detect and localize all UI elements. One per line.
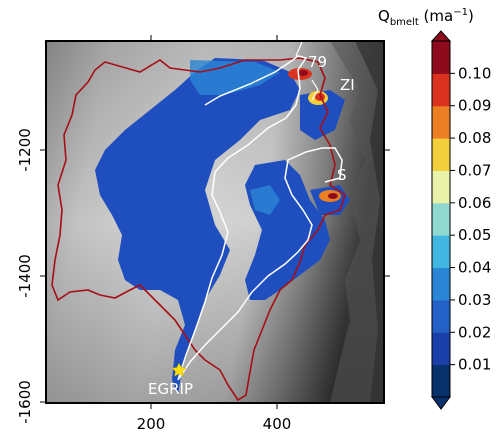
- map-ticks: [40, 35, 390, 409]
- colorbar-max-arrow: [430, 30, 452, 42]
- coastal-terrain: [330, 41, 384, 403]
- map-frame: [45, 40, 385, 404]
- hotspot-zi: [308, 91, 328, 105]
- ice-sheet-outline: [51, 57, 346, 402]
- hotspot-s: [319, 190, 341, 202]
- melt-region: [95, 58, 300, 395]
- colorbar-segment: [432, 235, 450, 269]
- colorbar: 0.01 0.02 0.03 0.04 0.05 0.06 0.07 0.08 0.09 0.10…: [378, 7, 491, 410]
- label-s: S: [337, 166, 347, 184]
- colorbar-segment: [432, 170, 450, 204]
- y-tick-label: -1600: [16, 380, 34, 424]
- colorbar-segments: [432, 41, 450, 398]
- colorbar-segment: [432, 299, 450, 333]
- y-tick-label: -1400: [16, 254, 34, 298]
- colorbar-segment: [432, 364, 450, 398]
- map-panel: 79 ZI S EGRIP: [46, 41, 384, 403]
- x-tick-label: 400: [263, 415, 292, 433]
- colorbar-segment: [432, 105, 450, 139]
- colorbar-tick-label: 0.04: [458, 259, 491, 277]
- x-tick-label: 200: [137, 415, 166, 433]
- colorbar-segment: [432, 41, 450, 74]
- label-79: 79: [308, 53, 327, 71]
- star-icon: [171, 362, 187, 377]
- y-tick-label: -1200: [16, 128, 34, 172]
- colorbar-tick-label: 0.08: [458, 129, 491, 147]
- colorbar-tick-label: 0.10: [458, 64, 491, 82]
- colorbar-segment: [432, 332, 450, 366]
- colorbar-tick-label: 0.06: [458, 194, 491, 212]
- label-egrip: EGRIP: [148, 380, 193, 398]
- colorbar-ticks: 0.01 0.02 0.03 0.04 0.05 0.06 0.07 0.08 0.09 0.10: [450, 64, 491, 374]
- colorbar-segment: [432, 267, 450, 301]
- colorbar-min-arrow: [431, 396, 451, 410]
- colorbar-tick-label: 0.01: [458, 356, 491, 374]
- colorbar-segment: [432, 73, 450, 107]
- label-zi: ZI: [340, 76, 355, 94]
- colorbar-segment: [432, 138, 450, 171]
- colorbar-tick-label: 0.03: [458, 291, 491, 309]
- catchment-outline: [177, 55, 343, 381]
- colorbar-tick-label: 0.07: [458, 161, 491, 179]
- hotspot-79: [288, 68, 312, 80]
- colorbar-title: Qbmelt (ma−1): [378, 7, 474, 28]
- colorbar-tick-label: 0.09: [458, 97, 491, 115]
- colorbar-tick-label: 0.02: [458, 323, 491, 341]
- colorbar-segment: [432, 202, 450, 236]
- colorbar-tick-label: 0.05: [458, 226, 491, 244]
